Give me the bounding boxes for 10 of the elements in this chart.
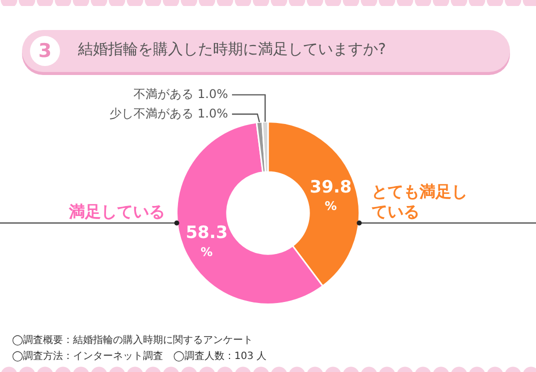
text: ◯調査概要：結婚指輪の購入時期に関するアンケート bbox=[12, 334, 254, 347]
text: ◯調査方法：インターネット調査 ◯調査人数：103 人 bbox=[12, 350, 267, 363]
data-label: 58.3% bbox=[186, 223, 228, 259]
data-label: 39.8% bbox=[310, 178, 352, 214]
slice-label: 不満がある 1.0% bbox=[134, 86, 228, 101]
chart-title: 結婚指輪を購入した時期に満足していますか? bbox=[78, 40, 386, 59]
slice-label: 満足している bbox=[68, 202, 165, 221]
text: 3 bbox=[30, 36, 60, 66]
slice-label: とても満足している bbox=[371, 182, 468, 221]
slice-label: 少し不満がある 1.0% bbox=[110, 106, 228, 120]
